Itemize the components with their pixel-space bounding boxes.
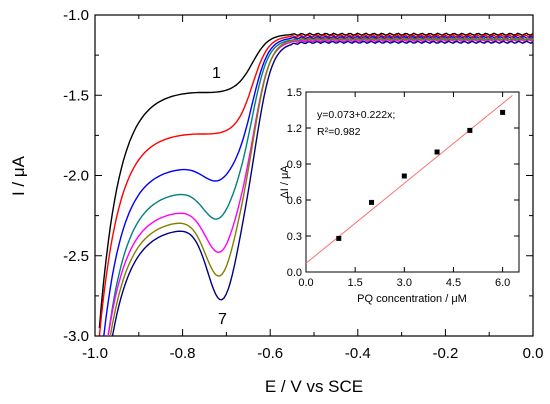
curve-label-last: 7 (218, 311, 227, 328)
main-x-tick-label: -0.2 (432, 345, 458, 362)
inset-y-tick-label: 0.9 (287, 159, 302, 171)
cv-curve-6 (109, 37, 534, 337)
inset-x-tick-label: 1.5 (348, 277, 363, 289)
main-y-tick-label: -3.0 (63, 328, 89, 345)
cv-curve-7 (111, 40, 534, 337)
main-x-tick-label: -0.8 (170, 345, 196, 362)
inset-data-point (369, 199, 375, 205)
cv-curve-5 (107, 38, 534, 337)
inset-fit-line (305, 95, 513, 264)
inset-x-tick-label: 0.0 (298, 277, 313, 289)
main-y-tick-label: -1.5 (63, 87, 89, 104)
inset-axis-ticks: 0.0 1.5 3.0 4.5 6.0 0.0 0.3 0.6 0.9 1.2 1.5 (287, 87, 519, 289)
main-y-tick-label: -2.5 (63, 248, 89, 265)
main-y-tick-label: -2.0 (63, 168, 89, 185)
inset-y-tick-label: 1.5 (287, 87, 302, 99)
inset-y-tick-label: 0.3 (287, 231, 302, 243)
inset-data-point (336, 235, 342, 241)
main-axis-ticks: -1.0 -0.8 -0.6 -0.4 -0.2 0.0 -1.0 -1.5 -2.0 -2.5 -… (63, 7, 543, 362)
main-y-axis-label: I / μA (9, 155, 28, 196)
main-x-tick-label: -1.0 (82, 345, 108, 362)
inset-data-point (401, 173, 407, 179)
inset-x-tick-label: 3.0 (397, 277, 412, 289)
inset-data-point (434, 149, 440, 155)
inset-y-tick-label: 0.0 (287, 267, 302, 279)
cv-curve-2 (98, 34, 534, 337)
main-x-tick-label: 0.0 (523, 345, 544, 362)
inset-x-tick-label: 6.0 (495, 277, 510, 289)
cv-curve-3 (103, 35, 534, 337)
inset-data-point (500, 109, 506, 115)
inset-x-tick-label: 4.5 (446, 277, 461, 289)
inset-data-point (467, 127, 473, 133)
main-curves (98, 32, 534, 337)
inset-x-axis-label: PQ concentration / μM (357, 293, 467, 305)
main-x-tick-label: -0.6 (257, 345, 283, 362)
inset-fit-equation: y=0.073+0.222x; (317, 109, 395, 121)
main-x-axis-label: E / V vs SCE (265, 377, 363, 396)
main-x-tick-label: -0.4 (345, 345, 371, 362)
inset-r-squared: R²=0.982 (317, 126, 361, 138)
inset-y-axis-label: ΔI / μA (279, 165, 291, 199)
inset-background (282, 88, 525, 274)
cv-curve-1 (98, 32, 534, 329)
inset-y-tick-label: 0.6 (287, 195, 302, 207)
inset-plot-frame (305, 91, 520, 273)
inset-plot (305, 95, 513, 264)
curve-label-first: 1 (212, 65, 221, 82)
main-y-tick-label: -1.0 (63, 7, 89, 24)
inset-y-tick-label: 1.2 (287, 123, 302, 135)
